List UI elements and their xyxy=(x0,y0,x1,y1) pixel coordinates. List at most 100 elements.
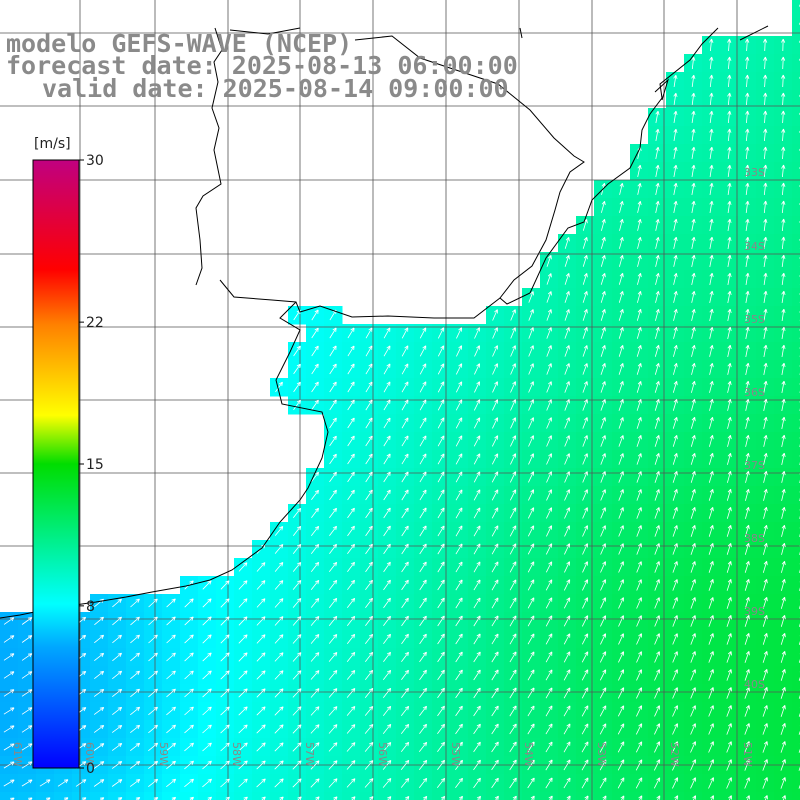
wind-arrow xyxy=(455,543,463,555)
wind-arrow xyxy=(171,796,177,800)
wind-arrow xyxy=(708,597,714,609)
wind-arrow xyxy=(653,759,661,771)
wind-arrow xyxy=(618,579,624,591)
wind-arrow xyxy=(762,723,768,735)
wind-arrow xyxy=(708,651,714,663)
wind-arrow xyxy=(364,742,374,752)
wind-arrow xyxy=(708,777,714,789)
wind-arrow xyxy=(745,254,750,267)
wind-arrow xyxy=(528,381,534,393)
wind-arrow xyxy=(744,615,750,627)
wind-arrow xyxy=(708,687,714,699)
wind-arrow xyxy=(780,741,786,753)
wind-arrow xyxy=(207,796,212,800)
wind-arrow xyxy=(781,488,786,501)
wind-arrow xyxy=(184,742,194,752)
wind-arrow xyxy=(708,579,714,591)
wind-arrow xyxy=(292,706,302,716)
wind-arrow xyxy=(708,633,714,645)
wind-arrow xyxy=(347,489,355,501)
wind-arrow xyxy=(636,345,642,357)
wind-arrow xyxy=(763,254,768,267)
wind-arrow xyxy=(328,579,338,590)
wind-cell xyxy=(792,162,800,181)
wind-arrow xyxy=(655,110,660,123)
wind-arrow xyxy=(383,597,391,609)
wind-arrow xyxy=(691,272,696,285)
wind-arrow xyxy=(148,724,158,734)
wind-arrow xyxy=(473,651,481,663)
colorbar-tick-label: 30 xyxy=(86,153,104,169)
wind-arrow xyxy=(21,761,33,769)
wind-arrow xyxy=(292,724,302,734)
wind-arrow xyxy=(545,597,553,609)
wind-arrow xyxy=(310,579,320,590)
wind-arrow xyxy=(637,272,642,285)
wind-arrow xyxy=(744,687,750,699)
wind-arrow xyxy=(166,616,176,626)
title-valid-date: valid date: 2025-08-14 09:00:00 xyxy=(42,74,509,103)
wind-cell xyxy=(72,792,91,800)
wind-arrow xyxy=(329,489,337,501)
wind-arrow xyxy=(655,164,660,177)
wind-arrow xyxy=(293,363,301,375)
wind-arrow xyxy=(564,255,570,267)
wind-arrow xyxy=(672,489,678,501)
wind-arrow xyxy=(691,200,696,213)
wind-cell xyxy=(792,738,800,757)
wind-arrow xyxy=(184,634,194,644)
wind-arrow xyxy=(437,741,445,753)
lon-label: 53W xyxy=(595,742,608,767)
wind-arrow xyxy=(654,471,660,483)
wind-arrow xyxy=(545,705,553,717)
wind-arrow xyxy=(365,615,373,627)
wind-arrow xyxy=(166,634,176,644)
wind-arrow xyxy=(600,291,606,303)
wind-arrow xyxy=(781,344,786,357)
wind-arrow xyxy=(202,724,212,734)
wind-arrow xyxy=(727,326,732,339)
wind-arrow xyxy=(527,705,535,717)
wind-arrow xyxy=(546,381,552,393)
wind-arrow xyxy=(781,110,786,124)
wind-arrow xyxy=(546,363,552,375)
wind-cell xyxy=(792,342,800,361)
wind-arrow xyxy=(708,561,714,573)
wind-arrow xyxy=(690,453,696,465)
wind-arrow xyxy=(655,182,660,195)
wind-arrow xyxy=(545,633,553,645)
wind-arrow xyxy=(564,237,570,249)
wind-arrow xyxy=(492,345,498,357)
wind-arrow xyxy=(780,669,786,681)
wind-arrow xyxy=(365,345,373,357)
wind-arrow xyxy=(256,760,266,770)
wind-arrow xyxy=(745,200,750,213)
wind-arrow xyxy=(618,507,624,519)
wind-arrow xyxy=(618,651,624,663)
wind-arrow xyxy=(654,597,660,609)
wind-arrow xyxy=(400,723,410,734)
wind-arrow xyxy=(491,507,499,519)
wind-arrow xyxy=(328,597,338,608)
wind-arrow xyxy=(329,507,337,519)
wind-arrow xyxy=(763,506,768,519)
wind-cell xyxy=(792,558,800,577)
wind-arrow xyxy=(672,399,678,411)
wind-arrow xyxy=(727,164,732,177)
wind-arrow xyxy=(727,362,732,375)
wind-arrow xyxy=(292,562,302,572)
wind-cell xyxy=(756,792,775,800)
wind-arrow xyxy=(112,670,123,680)
wind-arrow xyxy=(220,688,230,698)
wind-arrow xyxy=(437,615,445,627)
wind-arrow xyxy=(636,308,642,321)
wind-arrow xyxy=(347,471,355,483)
wind-arrow xyxy=(600,507,606,519)
wind-arrow xyxy=(655,146,660,159)
wind-arrow xyxy=(708,525,714,537)
wind-arrow xyxy=(655,308,660,321)
wind-arrow xyxy=(728,795,732,800)
wind-arrow xyxy=(781,452,786,465)
wind-arrow xyxy=(274,526,284,536)
wind-arrow xyxy=(582,435,588,447)
